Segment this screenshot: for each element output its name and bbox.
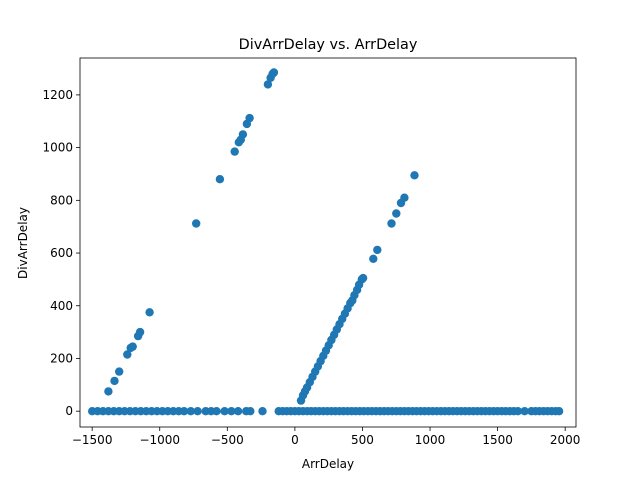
data-point — [554, 407, 564, 416]
x-tick-label: −1000 — [139, 433, 180, 447]
x-tick-label: −1500 — [72, 433, 113, 447]
data-point — [513, 407, 523, 416]
data-point — [245, 113, 254, 123]
data-point — [258, 407, 267, 416]
data-point — [104, 387, 113, 396]
data-point — [192, 219, 201, 228]
x-tick-label: −500 — [211, 433, 244, 447]
y-tick-label: 600 — [50, 246, 73, 260]
data-point — [238, 130, 248, 139]
y-tick-label: 200 — [50, 351, 73, 365]
data-point — [128, 342, 137, 351]
data-point — [263, 80, 273, 89]
data-point — [269, 68, 279, 77]
axes-frame — [79, 57, 577, 428]
chart-title: DivArrDelay vs. ArrDelay — [239, 37, 418, 53]
x-tick-label: 1000 — [415, 433, 446, 447]
data-point — [227, 407, 236, 416]
data-point — [246, 407, 255, 416]
data-point — [123, 350, 132, 359]
data-point — [358, 273, 368, 283]
data-point — [373, 245, 382, 255]
plot-area — [79, 57, 577, 428]
y-tick-label: 1000 — [42, 141, 73, 155]
data-point — [212, 407, 221, 416]
data-point — [410, 171, 419, 180]
data-point — [115, 367, 124, 376]
data-point — [387, 219, 396, 228]
y-tick-label: 1200 — [42, 88, 73, 102]
data-point — [110, 376, 119, 386]
axes-background — [80, 58, 576, 427]
data-point — [145, 308, 154, 317]
data-point — [215, 175, 225, 184]
x-tick-label: 0 — [291, 433, 299, 447]
data-point — [233, 407, 243, 416]
data-point — [135, 327, 145, 337]
data-point — [520, 407, 529, 416]
y-tick-label: 400 — [50, 299, 73, 313]
data-point — [369, 254, 378, 263]
scatter-points — [88, 68, 564, 416]
data-point — [220, 407, 229, 416]
data-point — [193, 407, 202, 416]
y-axis: 0 200 400 600 800 1000 1200 — [42, 88, 80, 418]
x-tick-label: 2000 — [550, 433, 581, 447]
data-point — [186, 407, 195, 416]
x-axis-label: ArrDelay — [302, 457, 354, 471]
x-tick-label: 1500 — [482, 433, 513, 447]
data-point — [230, 147, 239, 156]
data-point — [392, 209, 401, 218]
y-tick-label: 0 — [65, 404, 73, 418]
data-point — [400, 193, 409, 202]
y-axis-label: DivArrDelay — [16, 207, 30, 279]
x-tick-label: 500 — [351, 433, 374, 447]
y-tick-label: 800 — [50, 193, 73, 207]
data-point — [179, 407, 189, 416]
x-axis: −1500 −1000 −500 0 500 1000 1500 2000 — [72, 427, 581, 447]
